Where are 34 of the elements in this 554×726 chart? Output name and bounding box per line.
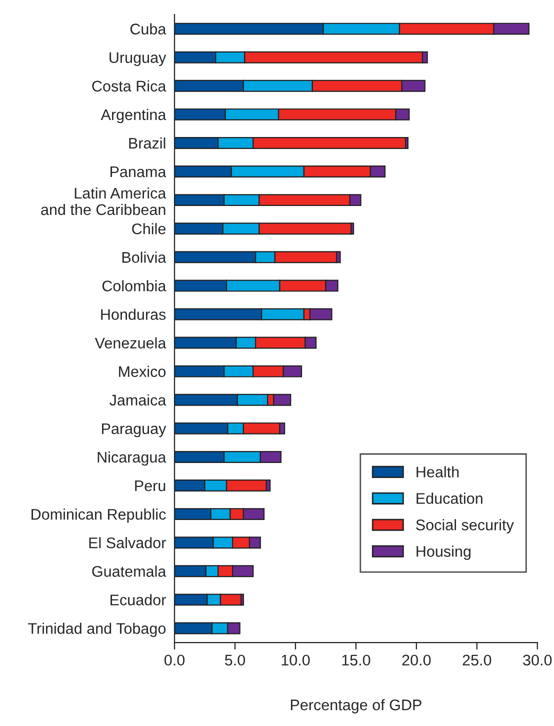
y-tick-label: Colombia bbox=[102, 280, 166, 292]
x-tick-label: 20.0 bbox=[402, 654, 431, 666]
y-tick-label: Peru bbox=[135, 480, 166, 492]
y-tick-label: Paraguay bbox=[102, 423, 166, 438]
legend-label: Health bbox=[416, 466, 459, 478]
x-tick-label: 15.0 bbox=[342, 654, 370, 666]
x-axis-title: Percentage of GDP bbox=[290, 699, 422, 714]
y-tick-label: Honduras bbox=[101, 308, 166, 320]
y-tick-label: Jamaica bbox=[110, 394, 166, 406]
y-tick-label: Venezuela bbox=[94, 337, 166, 348]
y-tick-label: Cuba bbox=[130, 23, 166, 34]
legend-label: Social security bbox=[416, 519, 514, 534]
y-tick-label: Panama bbox=[110, 166, 166, 178]
y-tick-label: Brazil bbox=[129, 137, 166, 149]
y-tick-label: Bolivia bbox=[122, 252, 166, 263]
y-tick-label: Uruguay bbox=[110, 52, 166, 66]
y-tick-label: El Salvador bbox=[89, 537, 166, 548]
y-tick-label: Nicaragua bbox=[98, 451, 166, 466]
y-tick-label: Latin America and the Caribbean bbox=[41, 187, 166, 216]
y-tick-label: Ecuador bbox=[110, 594, 166, 606]
legend-label: Education bbox=[416, 492, 482, 504]
y-tick-label: Chile bbox=[132, 223, 166, 234]
legend-label: Housing bbox=[416, 546, 470, 560]
x-tick-label: 10.0 bbox=[282, 654, 310, 666]
y-tick-label: Costa Rica bbox=[92, 80, 166, 92]
x-tick-label: 5.0 bbox=[224, 654, 246, 666]
y-tick-label: Argentina bbox=[100, 108, 166, 124]
y-tick-label: Dominican Republic bbox=[32, 508, 166, 523]
x-tick-label: 0.0 bbox=[164, 654, 185, 666]
y-tick-label: Mexico bbox=[119, 366, 166, 378]
x-tick-label: 25.0 bbox=[462, 654, 492, 666]
y-tick-label: Guatemala bbox=[92, 566, 166, 577]
y-tick-label: Trinidad and Tobago bbox=[28, 622, 166, 637]
x-tick-label: 30.0 bbox=[523, 654, 552, 666]
